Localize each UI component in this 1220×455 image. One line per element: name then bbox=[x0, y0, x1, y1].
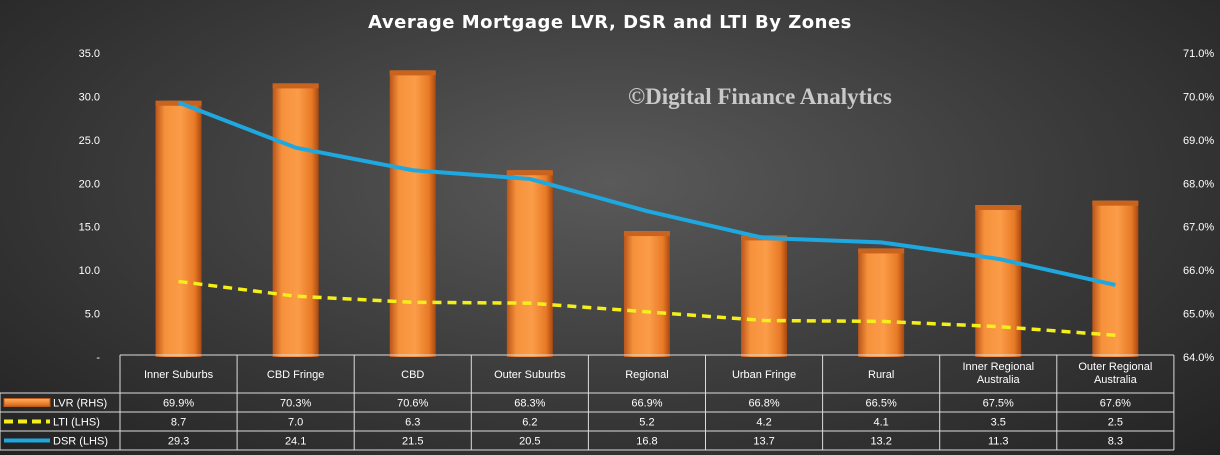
category-label: Australia bbox=[977, 374, 1021, 386]
category-label: Australia bbox=[1094, 374, 1138, 386]
legend-label: LVR (RHS) bbox=[53, 398, 107, 410]
data-table-value: 24.1 bbox=[285, 436, 306, 448]
data-table-value: 29.3 bbox=[168, 436, 189, 448]
category-label: Rural bbox=[868, 369, 894, 381]
bar-lvr bbox=[389, 70, 436, 357]
bar-lvr-top bbox=[506, 170, 553, 176]
bar-lvr-top bbox=[858, 248, 905, 254]
data-table-value: 66.8% bbox=[748, 398, 779, 410]
left-axis-tick-label: 20.0 bbox=[79, 178, 100, 190]
category-label: Inner Suburbs bbox=[144, 369, 214, 381]
series-lti-line bbox=[178, 279, 1116, 338]
left-axis-tick-label: 25.0 bbox=[79, 135, 100, 147]
bar-lvr bbox=[623, 231, 670, 357]
category-label: Inner Regional bbox=[962, 361, 1034, 373]
bar-lvr-top bbox=[1092, 200, 1139, 206]
right-axis-tick-label: 69.0% bbox=[1183, 135, 1214, 147]
data-table-value: 69.9% bbox=[163, 398, 194, 410]
left-axis-tick-label: 30.0 bbox=[79, 91, 100, 103]
left-axis-tick-label: 15.0 bbox=[79, 222, 100, 234]
data-table-value: 8.3 bbox=[1108, 436, 1123, 448]
right-axis-tick-label: 67.0% bbox=[1183, 222, 1214, 234]
bar-lvr bbox=[1092, 200, 1139, 357]
data-table-value: 6.2 bbox=[522, 417, 537, 429]
data-table-value: 16.8 bbox=[636, 436, 657, 448]
bar-lvr bbox=[155, 100, 202, 358]
category-label: CBD bbox=[401, 369, 424, 381]
data-table-value: 8.7 bbox=[171, 417, 186, 429]
data-table-value: 3.5 bbox=[991, 417, 1006, 429]
left-axis-tick-label: 35.0 bbox=[79, 48, 100, 60]
data-table-value: 4.2 bbox=[756, 417, 771, 429]
left-axis-tick-label: 10.0 bbox=[79, 265, 100, 277]
data-table-value: 5.2 bbox=[639, 417, 654, 429]
data-table-value: 7.0 bbox=[288, 417, 303, 429]
right-axis-tick-label: 70.0% bbox=[1183, 91, 1214, 103]
legend-swatch-lvr bbox=[3, 398, 51, 407]
left-axis-tick-label: - bbox=[96, 352, 100, 364]
data-table-value: 70.6% bbox=[397, 398, 428, 410]
data-table-value: 66.5% bbox=[866, 398, 897, 410]
right-axis-tick-label: 66.0% bbox=[1183, 265, 1214, 277]
bar-lvr bbox=[506, 170, 553, 357]
left-axis-tick-label: 5.0 bbox=[85, 309, 100, 321]
category-label: Urban Fringe bbox=[732, 369, 796, 381]
data-table-value: 11.3 bbox=[988, 436, 1009, 448]
data-table-value: 70.3% bbox=[280, 398, 311, 410]
data-table-value: 4.1 bbox=[874, 417, 889, 429]
legend-label: DSR (LHS) bbox=[53, 436, 108, 448]
bar-lvr bbox=[975, 205, 1022, 357]
category-label: Outer Suburbs bbox=[494, 369, 566, 381]
data-table-value: 67.5% bbox=[983, 398, 1014, 410]
category-label: Regional bbox=[625, 369, 668, 381]
watermark: ©Digital Finance Analytics bbox=[628, 84, 892, 109]
right-axis-tick-label: 64.0% bbox=[1183, 352, 1214, 364]
data-table-value: 13.2 bbox=[870, 436, 891, 448]
data-table-value: 20.5 bbox=[519, 436, 540, 448]
data-table-value: 2.5 bbox=[1108, 417, 1123, 429]
bar-lvr bbox=[272, 83, 319, 358]
data-table-value: 68.3% bbox=[514, 398, 545, 410]
bar-lvr-top bbox=[975, 205, 1022, 210]
bar-lvr-top bbox=[623, 231, 670, 237]
series-dsr-line bbox=[177, 100, 1116, 287]
data-table-value: 6.3 bbox=[405, 417, 420, 429]
category-label: CBD Fringe bbox=[267, 369, 324, 381]
right-axis-tick-label: 68.0% bbox=[1183, 178, 1214, 190]
bar-lvr bbox=[741, 235, 788, 357]
bar-lvr-top bbox=[272, 83, 319, 89]
chart-title: Average Mortgage LVR, DSR and LTI By Zon… bbox=[368, 12, 852, 33]
category-label: Outer Regional bbox=[1078, 361, 1152, 373]
data-table-value: 66.9% bbox=[631, 398, 662, 410]
data-table-value: 21.5 bbox=[402, 436, 423, 448]
bar-lvr bbox=[858, 248, 905, 357]
legend-label: LTI (LHS) bbox=[53, 417, 100, 429]
data-table-value: 67.6% bbox=[1100, 398, 1131, 410]
right-axis-tick-label: 65.0% bbox=[1183, 309, 1214, 321]
bar-lvr-top bbox=[389, 70, 436, 76]
data-table-value: 13.7 bbox=[753, 436, 774, 448]
right-axis-tick-label: 71.0% bbox=[1183, 48, 1214, 60]
